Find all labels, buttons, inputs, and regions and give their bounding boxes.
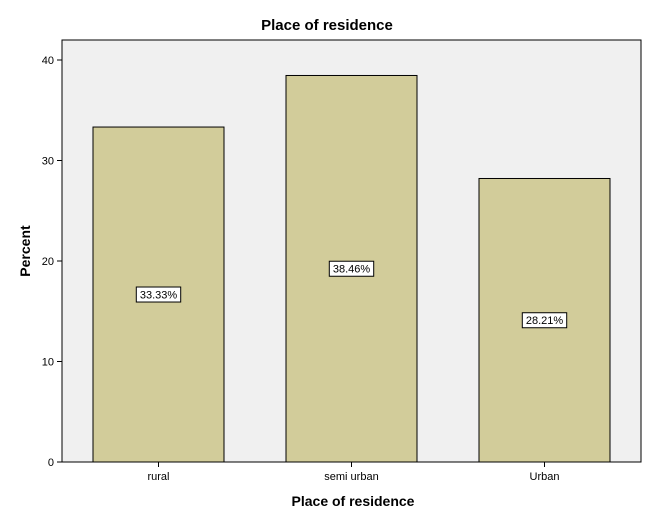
x-tick-label: semi urban: [324, 471, 378, 483]
data-label-box: [135, 286, 182, 303]
data-label-group: 33.33%: [135, 286, 182, 303]
y-tick-label: 0: [48, 457, 54, 469]
axes-layer: rural semi urban Urban 0 10 20 30 40: [42, 55, 560, 483]
x-tick-label: Urban: [530, 471, 560, 483]
bars-layer: 33.33% 38.46% 28.21%: [92, 74, 611, 463]
y-tick-label: 10: [42, 357, 54, 369]
data-label-group: 28.21%: [521, 312, 568, 329]
x-axis-title: Place of residence: [292, 493, 415, 509]
y-tick-label: 30: [42, 156, 54, 168]
y-tick-label: 20: [42, 256, 54, 268]
data-label: 28.21%: [526, 315, 564, 327]
x-tick-label: rural: [147, 471, 169, 483]
chart-title: Place of residence: [261, 17, 393, 34]
data-label-group: 38.46%: [328, 260, 375, 277]
data-label-box: [521, 312, 568, 329]
y-axis-title: Percent: [17, 225, 33, 277]
data-label: 38.46%: [333, 264, 371, 276]
data-label: 33.33%: [140, 290, 178, 302]
y-tick-label: 40: [42, 55, 54, 67]
data-label-box: [328, 260, 375, 277]
